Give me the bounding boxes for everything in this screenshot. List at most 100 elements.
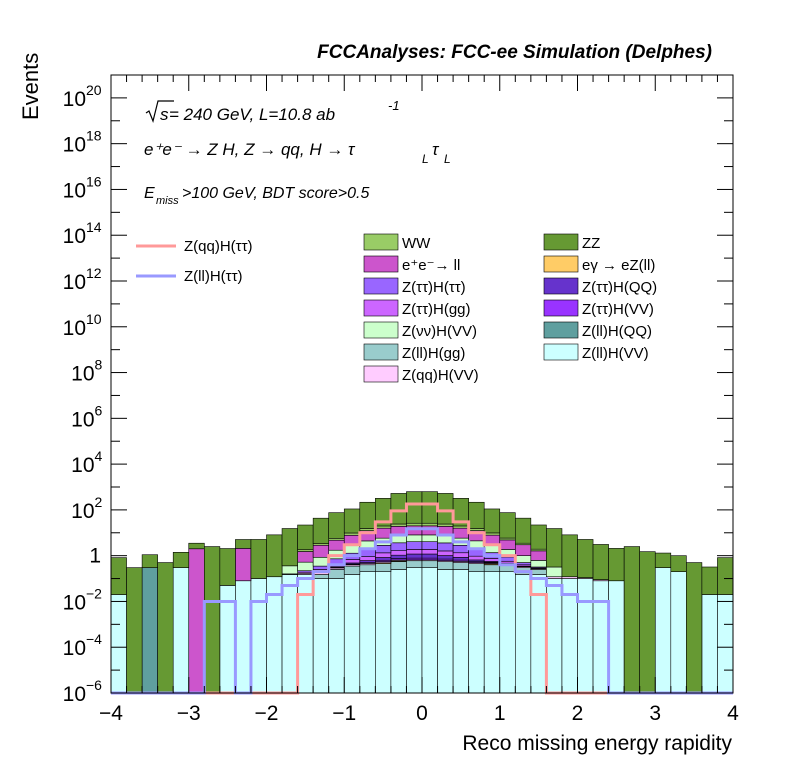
bar-series6-bin19 xyxy=(406,553,423,559)
bar-series12-bin20 xyxy=(421,491,438,524)
bar-series0-bin38 xyxy=(701,594,718,694)
bar-series8-bin14 xyxy=(328,558,345,565)
energy-sqrt-text: s xyxy=(160,105,169,124)
bar-series8-bin13 xyxy=(312,565,329,570)
legend-swatch xyxy=(543,343,579,361)
bar-series0-bin27 xyxy=(530,574,547,694)
bar-series10-bin13 xyxy=(312,544,329,558)
bar-series2-bin15 xyxy=(343,565,361,575)
bar-series10-bin17 xyxy=(375,527,392,539)
bar-series9-bin26 xyxy=(514,555,532,563)
y-tick-label-base: 10 xyxy=(63,225,86,248)
bar-series10-bin14 xyxy=(328,539,345,551)
bar-series2-bin14 xyxy=(328,569,345,579)
bar-series12-bin29 xyxy=(561,534,578,578)
bar-series10-bin22 xyxy=(452,527,469,539)
bar-series0-bin20 xyxy=(421,567,438,694)
y-tick-label: 10 12 xyxy=(63,265,102,294)
bar-series11-bin17 xyxy=(375,525,392,529)
bar-series11-bin20 xyxy=(421,522,438,527)
bar-series12-bin28 xyxy=(546,528,563,568)
bar-series8-bin20 xyxy=(421,541,438,550)
bar-series1-bin2 xyxy=(141,567,158,694)
bar-series10-bin12 xyxy=(297,551,314,563)
bar-series6-bin17 xyxy=(375,557,392,561)
y-tick-label-base: 10 xyxy=(63,271,86,294)
bar-series0-bin30 xyxy=(577,578,594,694)
bar-series12-bin11 xyxy=(281,528,298,567)
y-tick-label: 10 −4 xyxy=(63,631,103,660)
bar-series2-bin13 xyxy=(312,574,329,579)
bar-series12-bin27 xyxy=(530,524,547,550)
bar-series0-bin39 xyxy=(717,594,734,694)
legend-swatch xyxy=(363,255,399,273)
bar-series0-bin16 xyxy=(359,571,376,694)
x-tick-label: −2 xyxy=(255,702,279,725)
y-tick-label-exp: 6 xyxy=(95,402,103,418)
x-axis-label: Reco missing energy rapidity xyxy=(462,732,732,755)
bar-series0-bin17 xyxy=(375,571,392,694)
bar-series2-bin16 xyxy=(359,564,376,572)
bar-series12-bin16 xyxy=(359,501,376,529)
bar-series7-bin19 xyxy=(406,549,423,555)
bar-series12-bin15 xyxy=(343,508,361,534)
cut-sub: miss xyxy=(156,195,179,207)
legend-entry: Z(ττ)H(QQ) xyxy=(582,279,657,296)
bar-series12-bin37 xyxy=(686,562,703,694)
bar-series9-bin18 xyxy=(390,535,407,544)
bar-series11-bin24 xyxy=(483,532,501,536)
bar-series8-bin21 xyxy=(437,542,454,552)
bar-series0-bin26 xyxy=(514,574,532,694)
bar-series11-bin16 xyxy=(359,528,376,531)
bar-series7-bin24 xyxy=(483,558,501,562)
bar-series12-bin38 xyxy=(701,566,718,595)
cut-label: >100 GeV, BDT score>0.5 xyxy=(182,185,369,202)
bar-series12-bin36 xyxy=(670,555,687,572)
bar-series6-bin22 xyxy=(452,557,469,561)
bar-series12-bin4 xyxy=(172,552,190,568)
bar-series10-bin27 xyxy=(530,550,547,561)
x-tick-label: 4 xyxy=(727,702,739,725)
legend-swatch xyxy=(543,255,579,273)
bar-series2-bin27 xyxy=(530,569,547,575)
y-tick-label-base: 10 xyxy=(63,591,86,614)
bar-series2-bin23 xyxy=(468,563,485,572)
process-label: e⁺e⁻ → Z H, Z → qq, H → τ xyxy=(144,140,356,159)
energy-label: = 240 GeV, L=10.8 ab xyxy=(169,105,335,124)
legend-swatch xyxy=(543,233,579,251)
bar-series0-bin13 xyxy=(312,578,329,694)
bar-series10-bin19 xyxy=(406,525,423,536)
bar-series7-bin21 xyxy=(437,550,454,556)
x-tick-label: −3 xyxy=(177,702,201,725)
bar-series7-bin16 xyxy=(359,556,376,561)
bar-series12-bin39 xyxy=(717,557,734,595)
y-tick-label: 10 18 xyxy=(63,128,102,157)
y-tick-label-base: 10 xyxy=(63,134,86,157)
bar-series7-bin20 xyxy=(421,549,438,555)
y-tick-label: 10 −6 xyxy=(63,677,103,706)
bar-series12-bin13 xyxy=(312,517,329,544)
bar-series2-bin18 xyxy=(390,561,407,570)
y-tick-label-base: 10 xyxy=(63,88,86,111)
legend-entry: Z(νν)H(VV) xyxy=(402,323,477,340)
y-tick-label: 10 20 xyxy=(63,82,102,111)
bar-series12-bin1 xyxy=(126,567,143,694)
bar-series12-bin32 xyxy=(608,548,625,582)
bar-series0-bin36 xyxy=(670,571,687,694)
bar-series9-bin27 xyxy=(530,560,547,568)
bar-series11-bin18 xyxy=(390,523,407,527)
bar-series0-bin8 xyxy=(235,580,252,694)
legend-swatch xyxy=(363,343,399,361)
y-tick-label-base: 10 xyxy=(71,500,94,523)
bar-series0-bin15 xyxy=(343,574,361,694)
legend-entry: Z(ττ)H(gg) xyxy=(402,301,471,318)
bar-series9-bin19 xyxy=(406,534,423,542)
legend-entry: Z(ll)H(QQ) xyxy=(582,323,652,340)
bar-series0-bin14 xyxy=(328,578,345,694)
bar-series12-bin12 xyxy=(297,524,314,551)
legend-entry: eγ → eZ(ll) xyxy=(582,257,655,274)
bar-series7-bin15 xyxy=(343,559,361,564)
bar-series12-bin2 xyxy=(141,554,158,568)
legend-entry: ZZ xyxy=(582,235,600,252)
y-tick-label-exp: 20 xyxy=(86,82,102,98)
